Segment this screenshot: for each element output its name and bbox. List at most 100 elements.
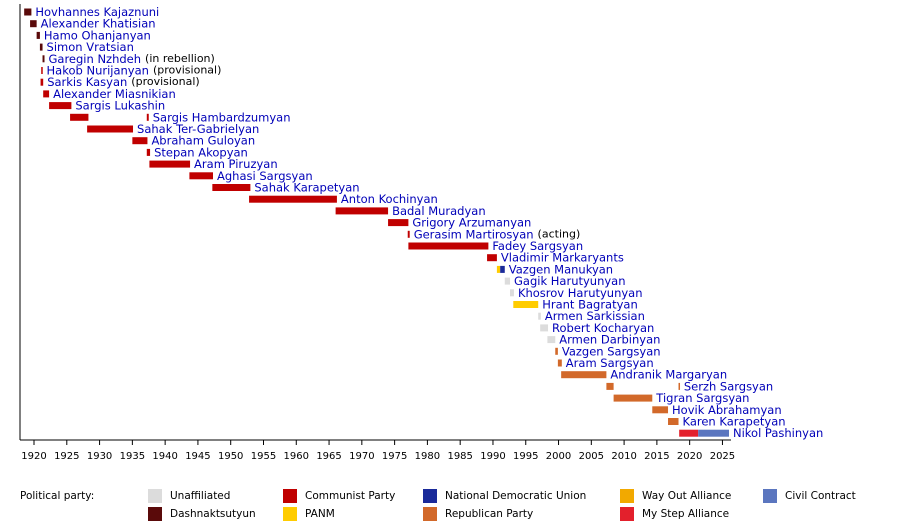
- term-bar: [132, 137, 148, 145]
- pm-note: (in rebellion): [145, 52, 215, 65]
- row-label: Gagik Harutyunyan: [514, 274, 626, 288]
- x-tick-label: 1960: [284, 451, 309, 462]
- row-label: Sahak Karapetyan: [254, 180, 359, 194]
- term-bar: [504, 277, 511, 285]
- x-tick-label: 2020: [677, 451, 702, 462]
- legend-label: PANM: [305, 508, 335, 520]
- row-label: Sarkis Kasyan (provisional): [47, 75, 200, 89]
- pm-name: Hrant Bagratyan: [542, 297, 638, 311]
- term-bar: [561, 371, 607, 379]
- term-bar: [500, 265, 505, 273]
- pm-name: Tigran Sargsyan: [655, 391, 749, 405]
- term-bar: [538, 312, 541, 320]
- row-label: Gerasim Martirosyan (acting): [414, 227, 581, 241]
- term-bar: [24, 8, 32, 16]
- row-label: Serzh Sargsyan: [684, 379, 773, 393]
- row-label: Anton Kochinyan: [341, 192, 438, 206]
- term-bar: [496, 265, 501, 273]
- pm-name: Sargis Lukashin: [75, 98, 165, 112]
- term-bar: [30, 20, 37, 28]
- x-tick-label: 2005: [579, 451, 604, 462]
- term-bar: [678, 382, 681, 390]
- legend-label: My Step Alliance: [642, 508, 729, 520]
- pm-name: Vazgen Sargsyan: [562, 344, 661, 358]
- row-label: Stepan Akopyan: [154, 145, 248, 159]
- x-tick-label: 2015: [644, 451, 669, 462]
- pm-name: Aghasi Sargsyan: [217, 168, 313, 182]
- pm-name: Hakob Nurijanyan: [47, 63, 149, 77]
- legend-swatch: [148, 507, 162, 521]
- pm-name: Hovhannes Kajaznuni: [35, 5, 159, 19]
- row-label: Karen Karapetyan: [683, 414, 786, 428]
- term-bar: [555, 347, 558, 355]
- pm-name: Gagik Harutyunyan: [514, 274, 626, 288]
- term-bar: [39, 43, 43, 51]
- row-label: Robert Kocharyan: [552, 320, 654, 334]
- term-bar: [189, 172, 214, 180]
- legend-title: Political party:: [20, 490, 94, 502]
- row-label: Aram Sargsyan: [566, 356, 654, 370]
- x-tick-label: 1930: [87, 451, 112, 462]
- row-label: Hakob Nurijanyan (provisional): [47, 63, 222, 77]
- pm-name: Aram Sargsyan: [566, 356, 654, 370]
- x-tick-label: 1940: [152, 451, 177, 462]
- legend-label: Republican Party: [445, 508, 533, 520]
- legend-swatch: [763, 489, 777, 503]
- row-label: Andranik Margaryan: [610, 367, 727, 381]
- pm-name: Sargis Hambardzumyan: [153, 110, 291, 124]
- x-tick-label: 2025: [710, 451, 735, 462]
- term-bar: [335, 207, 389, 215]
- x-tick-label: 1950: [218, 451, 243, 462]
- row-label: Khosrov Harutyunyan: [518, 285, 643, 299]
- legend-label: Unaffiliated: [170, 490, 230, 502]
- x-tick-label: 1975: [382, 451, 407, 462]
- pm-name: Karen Karapetyan: [683, 414, 786, 428]
- pm-name: Alexander Miasnikian: [53, 86, 176, 100]
- row-label: Alexander Miasnikian: [53, 86, 176, 100]
- term-bar: [613, 394, 653, 402]
- term-bar: [36, 31, 40, 39]
- row-label: Sargis Hambardzumyan: [153, 110, 291, 124]
- term-bar: [249, 195, 337, 203]
- legend-label: Dashnaktsutyun: [170, 508, 256, 520]
- pm-name: Badal Muradyan: [392, 203, 486, 217]
- pm-name: Stepan Akopyan: [154, 145, 248, 159]
- legend-swatch: [283, 489, 297, 503]
- x-tick-label: 1965: [316, 451, 341, 462]
- x-tick-label: 1995: [513, 451, 538, 462]
- pm-name: Armen Darbinyan: [559, 332, 660, 346]
- term-bar: [42, 55, 45, 63]
- term-bar: [212, 184, 251, 191]
- pm-note: (provisional): [153, 64, 221, 77]
- term-bar: [149, 160, 191, 168]
- legend-label: Civil Contract: [785, 490, 856, 502]
- row-label: Vazgen Manukyan: [509, 262, 613, 276]
- x-tick-label: 1955: [251, 451, 276, 462]
- term-bar: [87, 125, 134, 133]
- legend-swatch: [148, 489, 162, 503]
- term-bar: [49, 102, 72, 110]
- row-label: Hamo Ohanjanyan: [44, 28, 151, 42]
- pm-name: Garegin Nzhdeh: [49, 51, 142, 65]
- pm-name: Armen Sarkissian: [545, 309, 645, 323]
- term-bar: [557, 359, 562, 367]
- legend-swatch: [423, 489, 437, 503]
- row-label: Hrant Bagratyan: [542, 297, 638, 311]
- row-label: Alexander Khatisian: [41, 16, 156, 30]
- legend-label: Way Out Alliance: [642, 490, 731, 502]
- row-label: Hovik Abrahamyan: [672, 402, 782, 416]
- term-bar: [679, 429, 699, 437]
- term-bar: [70, 113, 89, 121]
- term-bar: [547, 336, 556, 344]
- row-label: Vladimir Markaryants: [501, 250, 624, 264]
- legend-swatch: [423, 507, 437, 521]
- term-bar: [652, 406, 669, 414]
- pm-name: Sahak Karapetyan: [254, 180, 359, 194]
- pm-name: Alexander Khatisian: [41, 16, 156, 30]
- term-bar: [540, 324, 549, 332]
- row-label: Sargis Lukashin: [75, 98, 165, 112]
- row-label: Fadey Sargsyan: [492, 239, 583, 253]
- pm-name: Simon Vratsian: [47, 40, 134, 54]
- term-bar: [146, 148, 151, 156]
